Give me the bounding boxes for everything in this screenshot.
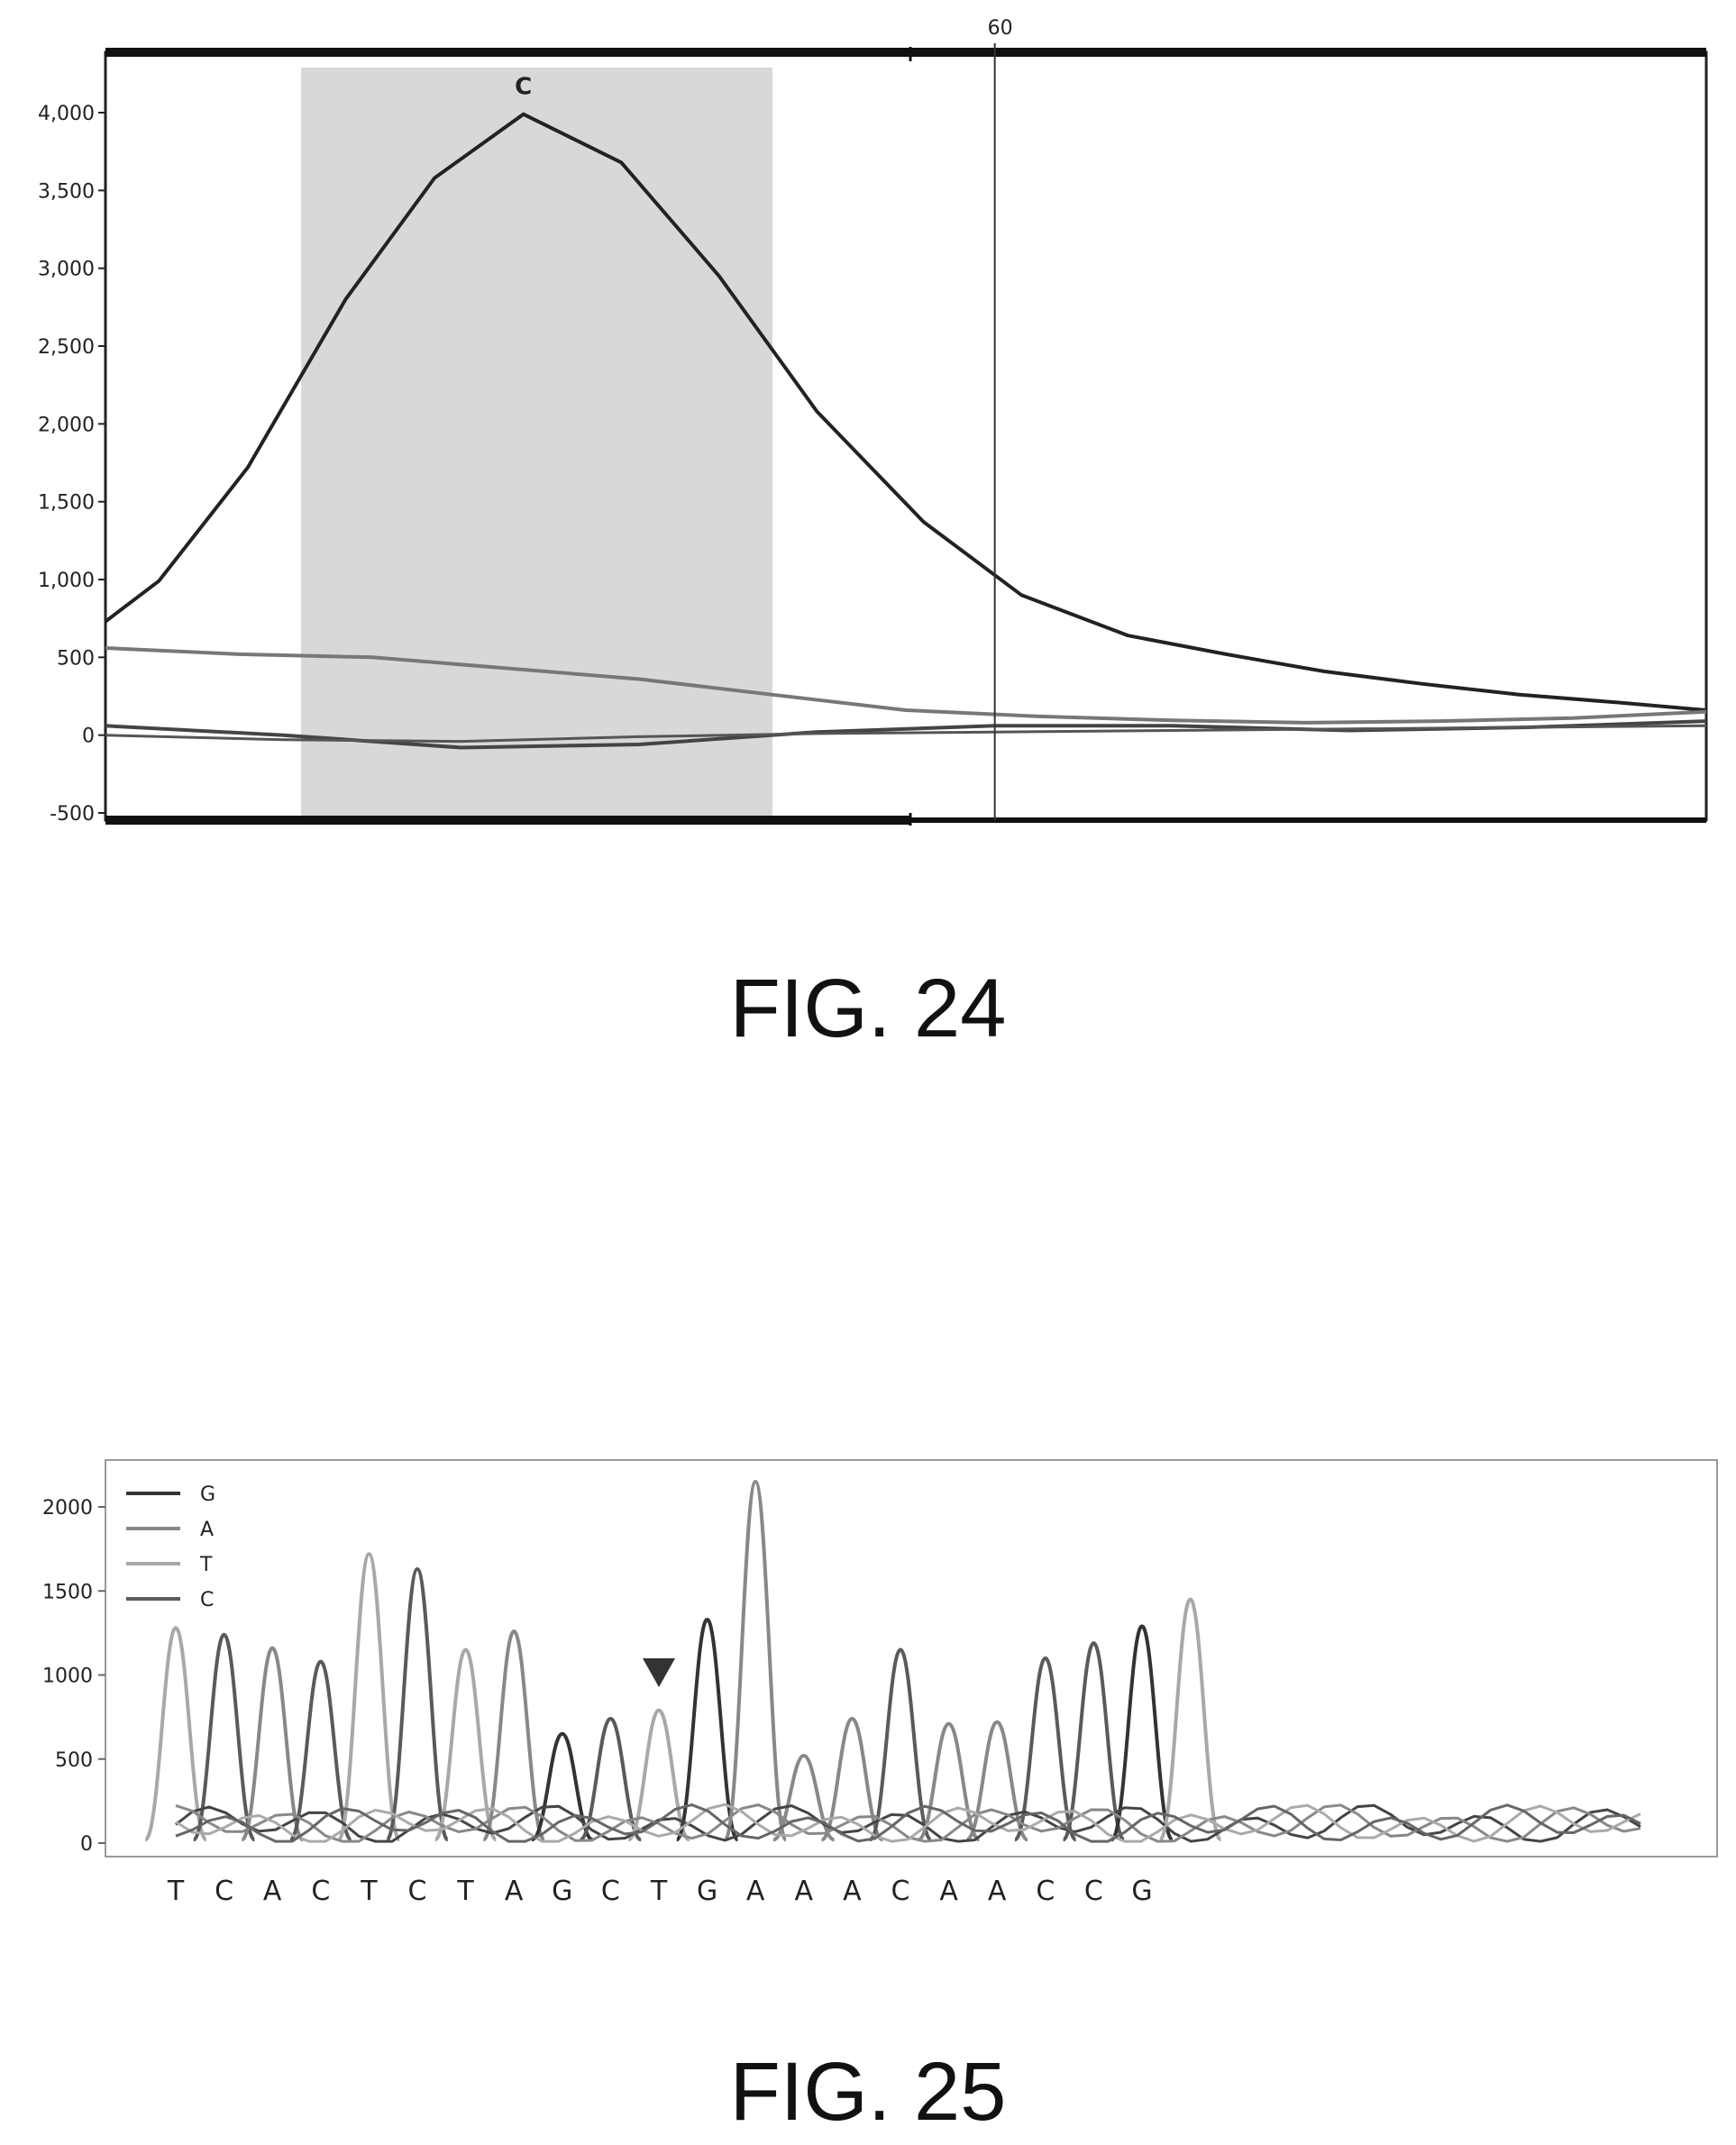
fig25-peak xyxy=(1157,1597,1223,1842)
fig25-base-label: A xyxy=(988,1876,1007,1907)
fig25-base-label: C xyxy=(1036,1876,1055,1907)
fig25-base-label: C xyxy=(601,1876,620,1907)
fig25-y-axis: 0 500 1000 1500 2000 xyxy=(42,1497,105,1856)
fig25-base-label: C xyxy=(1084,1876,1103,1907)
fig25-base-label: A xyxy=(939,1876,958,1907)
fig25-legend-label: C xyxy=(200,1589,214,1611)
fig25-peak xyxy=(723,1480,788,1842)
fig25-base-label: G xyxy=(552,1876,572,1907)
fig25-peak xyxy=(191,1632,257,1842)
fig24-y-tick-label: 2,000 xyxy=(38,414,95,436)
fig24-traces xyxy=(104,112,1707,750)
fig24-y-axis: -500 0 500 1,000 1,500 2,000 2,500 3,000 3,500 4,… xyxy=(38,103,105,826)
fig25-peak xyxy=(240,1646,305,1842)
fig25-peak xyxy=(336,1552,402,1842)
fig25-peak xyxy=(627,1708,690,1842)
fig25-base-label: T xyxy=(360,1876,378,1907)
fig25-traces xyxy=(143,1480,1641,1843)
fig25-peak xyxy=(1110,1624,1174,1842)
fig25-base-label: C xyxy=(408,1876,427,1907)
fig25-base-label: A xyxy=(746,1876,765,1907)
fig25-peak xyxy=(1013,1656,1078,1842)
fig25-peak xyxy=(820,1716,884,1842)
fig25-base-label: T xyxy=(650,1876,668,1907)
fig25-base-label: C xyxy=(311,1876,330,1907)
fig25-peak xyxy=(481,1629,546,1842)
fig24-y-tick-label: -500 xyxy=(50,803,95,826)
fig24-highlight-band xyxy=(301,68,773,820)
fig24-y-tick-label: 500 xyxy=(57,647,95,670)
fig25-peak xyxy=(433,1648,498,1842)
fig24-trace-1 xyxy=(104,112,1707,712)
fig25-base-label: G xyxy=(697,1876,717,1907)
fig24-y-tick-label: 2,500 xyxy=(38,336,95,359)
fig24-top-marker-label: 60 xyxy=(988,17,1013,40)
fig25-base-label: A xyxy=(795,1876,814,1907)
fig25-legend-label: G xyxy=(200,1483,215,1506)
fig24-y-tick-label: 3,000 xyxy=(38,259,95,281)
fig25-baseline-trace xyxy=(175,1803,1641,1843)
fig25-base-label: T xyxy=(456,1876,474,1907)
fig25-baseline-trace xyxy=(175,1803,1641,1843)
fig25-legend-label: T xyxy=(199,1554,213,1576)
fig24-y-tick-label: 1,000 xyxy=(38,570,95,592)
fig25-caption: FIG. 25 xyxy=(730,2046,1007,2138)
fig25-y-tick-label: 500 xyxy=(55,1749,93,1772)
fig25-plot-frame xyxy=(105,1459,1718,1857)
fig25-mutation-marker xyxy=(643,1658,675,1687)
fig25-base-label: C xyxy=(891,1876,910,1907)
fig25-y-tick-label: 1000 xyxy=(42,1666,93,1688)
fig24-y-tick-label: 4,000 xyxy=(38,103,95,125)
fig25-y-tick-label: 2000 xyxy=(42,1497,93,1520)
fig25-base-label: G xyxy=(1131,1876,1152,1907)
fig25-legend-label: A xyxy=(200,1519,214,1541)
fig25-peak xyxy=(288,1659,353,1842)
fig24-y-tick-label: 1,500 xyxy=(38,492,95,515)
fig25-base-label: T xyxy=(167,1876,185,1907)
fig24-y-tick-label: 3,500 xyxy=(38,180,95,203)
fig25-peak xyxy=(143,1626,208,1842)
fig24-peak-label: C xyxy=(515,74,532,101)
fig24-chart: -500 0 500 1,000 1,500 2,000 2,500 3,000 3,500 4,… xyxy=(38,17,1708,1054)
fig24-trace-2 xyxy=(105,646,1707,725)
fig25-baseline-trace xyxy=(175,1803,1641,1843)
fig25-y-tick-label: 0 xyxy=(80,1833,93,1856)
fig25-peak xyxy=(385,1567,450,1842)
fig24-trace-4 xyxy=(105,724,1707,744)
fig24-thick-borders xyxy=(105,47,1706,826)
fig25-peak xyxy=(868,1648,933,1842)
fig25-base-label: A xyxy=(505,1876,524,1907)
fig25-peak xyxy=(1061,1641,1127,1842)
fig25-base-label: A xyxy=(263,1876,282,1907)
fig25-peak xyxy=(674,1617,740,1842)
fig25-base-label: C xyxy=(215,1876,233,1907)
fig25-base-label: A xyxy=(843,1876,862,1907)
fig25-peak xyxy=(579,1716,643,1842)
fig25-y-tick-label: 1500 xyxy=(42,1581,93,1603)
fig25-peak xyxy=(917,1721,981,1842)
fig24-caption: FIG. 24 xyxy=(730,963,1007,1054)
fig24-y-tick-label: 0 xyxy=(82,726,95,748)
